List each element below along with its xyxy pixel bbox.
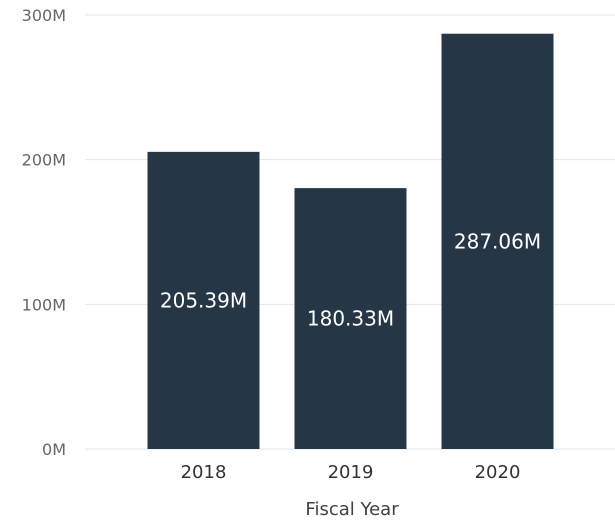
data-label: 287.06M xyxy=(454,229,541,253)
bar xyxy=(294,188,407,449)
x-axis-tick-labels: 2018 2019 2020 xyxy=(181,462,521,483)
x-tick-label: 2019 xyxy=(328,462,374,483)
bar xyxy=(441,33,554,449)
data-labels: 205.39M 180.33M 287.06M xyxy=(160,229,541,330)
y-tick-label: 300M xyxy=(22,6,66,25)
bars xyxy=(147,33,554,449)
y-tick-label: 0M xyxy=(42,440,66,459)
bar xyxy=(147,151,260,449)
data-label: 205.39M xyxy=(160,288,247,312)
x-tick-label: 2020 xyxy=(475,462,521,483)
y-tick-label: 100M xyxy=(22,295,66,314)
x-axis-title: Fiscal Year xyxy=(305,499,399,520)
y-axis-tick-labels: 0M 100M 200M 300M xyxy=(22,6,66,459)
x-tick-label: 2018 xyxy=(181,462,227,483)
data-label: 180.33M xyxy=(307,307,394,331)
y-tick-label: 200M xyxy=(22,151,66,170)
